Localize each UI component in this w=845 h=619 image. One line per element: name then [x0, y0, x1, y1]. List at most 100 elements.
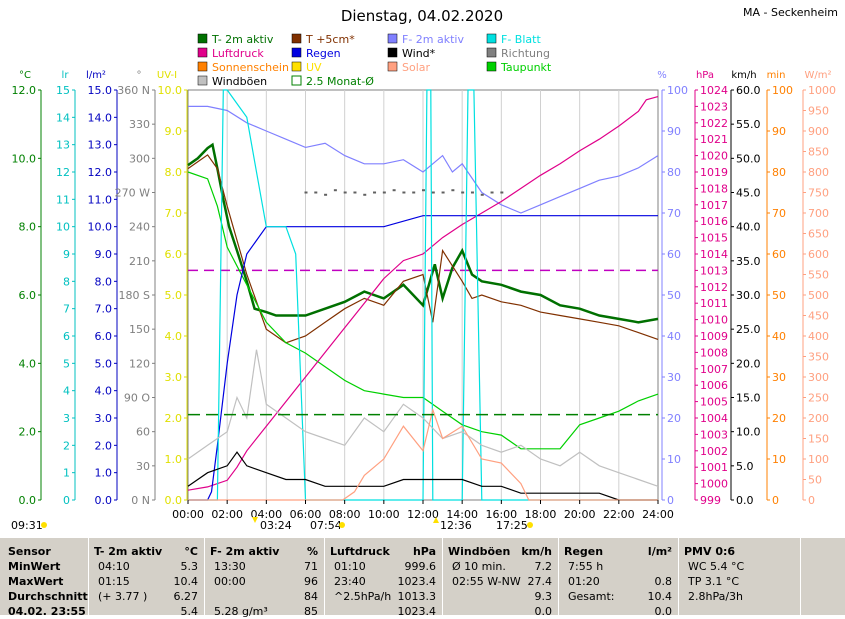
legend-swatch	[291, 61, 302, 72]
axis-tick-label: 2.0	[19, 426, 37, 439]
stats-cell-label: 02:55 W-NW	[452, 575, 521, 588]
axis-tick-label: 850	[808, 146, 829, 159]
sunrise-marker: 07:54	[310, 519, 342, 532]
axis-tick-label: 150	[808, 433, 829, 446]
axis-tick-label: 1019	[700, 166, 728, 179]
axis-tick-label: 5	[63, 357, 70, 370]
min-temp-marker: 03:24	[260, 519, 292, 532]
axis-tick-label: 20	[772, 412, 786, 425]
axis-tick-label: 1002	[700, 445, 728, 458]
axis-tick-label: 12.0	[12, 84, 37, 97]
axis-tick-label: 100	[808, 453, 829, 466]
axis-tick-label: 8	[63, 275, 70, 288]
stats-cell-label: 5.28 g/m³	[214, 605, 268, 618]
stats-cell-value: 9.3	[534, 590, 553, 603]
axis-tick-label: 6.0	[19, 289, 37, 302]
legend-label: T- 2m aktiv	[211, 33, 274, 46]
axis-tick-label: 10	[667, 453, 681, 466]
stats-cell-value: 5.4	[180, 605, 199, 618]
stats-unit: %	[306, 545, 318, 558]
axis-tick-label: 50	[772, 289, 786, 302]
axis-tick-label: 60	[667, 248, 681, 261]
chart-title: Dienstag, 04.02.2020	[341, 7, 503, 25]
axis-tick-label: 25.0	[736, 323, 761, 336]
stats-cell-label: 01:20	[568, 575, 600, 588]
axis-tick-label: 2.0	[165, 412, 183, 425]
legend-label: Taupunkt	[500, 61, 552, 74]
axis-unit: lr	[62, 70, 70, 81]
direction-dot	[402, 191, 406, 194]
legend-swatch	[291, 47, 302, 58]
axis-tick-label: 1022	[700, 117, 728, 130]
axis-tick-label: 1010	[700, 314, 728, 327]
x-tick-label: 14:00	[446, 508, 478, 521]
stats-header: Sensor	[8, 545, 51, 558]
stats-unit: hPa	[412, 545, 436, 558]
legend-swatch	[197, 61, 208, 72]
axis-tick-label: 60	[136, 426, 150, 439]
axis-tick-label: 999	[700, 494, 721, 507]
stats-header: Luftdruck	[330, 545, 390, 558]
stats-cell-label: 00:00	[214, 575, 246, 588]
axis-tick-label: 8.0	[19, 221, 37, 234]
stats-cell-label: 2.8hPa/3h	[688, 590, 744, 603]
legend-label: Sonnenschein	[212, 61, 289, 74]
stats-column: Windböen km/h Ø 10 min. 7.2 02:55 W-NW 27.4 9.…	[444, 538, 559, 618]
axis-tick-label: 1012	[700, 281, 728, 294]
axis-tick-label: 7	[63, 303, 70, 316]
axis-tick-label: 1000	[700, 478, 728, 491]
stats-cell-value: 96	[304, 575, 318, 588]
axis-tick-label: 45.0	[736, 187, 761, 200]
axis-tick-label: 270 W	[115, 187, 150, 200]
series-line	[188, 105, 659, 214]
stats-column: T- 2m aktiv °C 04:10 5.3 01:15 10.4 (+ 3.77 ) 6…	[90, 538, 205, 618]
x-tick-label: 08:00	[329, 508, 361, 521]
axis-tick-label: 330	[129, 118, 150, 131]
series-line	[187, 142, 659, 324]
sun-icon	[339, 522, 345, 528]
axis-tick-label: 10	[56, 221, 70, 234]
axis-tick-label: 11	[56, 193, 70, 206]
axis-tick-label: 9.0	[165, 125, 183, 138]
axis-tick-label: 20.0	[736, 357, 761, 370]
legend-swatch	[387, 61, 398, 72]
axis-tick-label: 8.0	[165, 166, 183, 179]
axis-tick-label: 1003	[700, 428, 728, 441]
time-markers: 09:31 03:24 07:54 12:36 17:25	[11, 517, 533, 532]
axis-tick-label: 950	[808, 105, 829, 118]
axis-tick-label: 0.0	[165, 494, 183, 507]
axis-tick-label: 55.0	[736, 118, 761, 131]
axis-tick-label: 14	[56, 111, 70, 124]
x-tick-label: 10:00	[368, 508, 400, 521]
stats-cell-value: 27.4	[527, 575, 553, 588]
legend-swatch	[197, 75, 208, 86]
axis-tick-label: 20	[667, 412, 681, 425]
stats-cell-value: 10.4	[647, 590, 673, 603]
axis-tick-label: 1007	[700, 363, 728, 376]
axis-tick-label: 40	[667, 330, 681, 343]
axis-tick-label: 7.0	[165, 207, 183, 220]
axis-tick-label: 650	[808, 228, 829, 241]
stats-panel: Sensor MinWert MaxWert Durchschnitt 04.02. 2…	[0, 538, 845, 618]
legend-label: Richtung	[501, 47, 550, 60]
stats-cell-label: MaxWert	[8, 575, 64, 588]
axis-tick-label: 80	[667, 166, 681, 179]
legend-swatch	[486, 33, 497, 44]
stats-cell-value: 7.2	[534, 560, 553, 573]
axis-tick-label: 600	[808, 248, 829, 261]
legend-swatch	[486, 47, 497, 58]
axis-tick-label: 750	[808, 187, 829, 200]
axis-tick-label: 15	[56, 84, 70, 97]
axis-tick-label: 40.0	[736, 221, 761, 234]
x-axis: 00:00 02:00 04:00 06:00 08:00 10:00 12:00 14:00…	[172, 500, 674, 521]
axis-tick-label: 15.0	[88, 84, 113, 97]
stats-cell-label: 13:30	[214, 560, 246, 573]
axis-unit: %	[657, 70, 667, 81]
stats-cell-label: 04:10	[98, 560, 130, 573]
axis-tick-label: 1.0	[95, 467, 113, 480]
x-tick-label: 18:00	[525, 508, 557, 521]
axis-tick-label: 1018	[700, 182, 728, 195]
x-tick-label: 06:00	[290, 508, 322, 521]
axis-tick-label: 30.0	[736, 289, 761, 302]
axis-tick-label: 0	[667, 494, 674, 507]
